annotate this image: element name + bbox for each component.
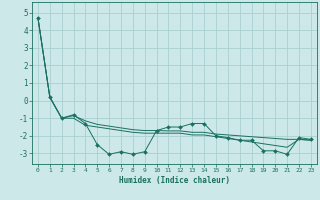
X-axis label: Humidex (Indice chaleur): Humidex (Indice chaleur) [119, 176, 230, 185]
